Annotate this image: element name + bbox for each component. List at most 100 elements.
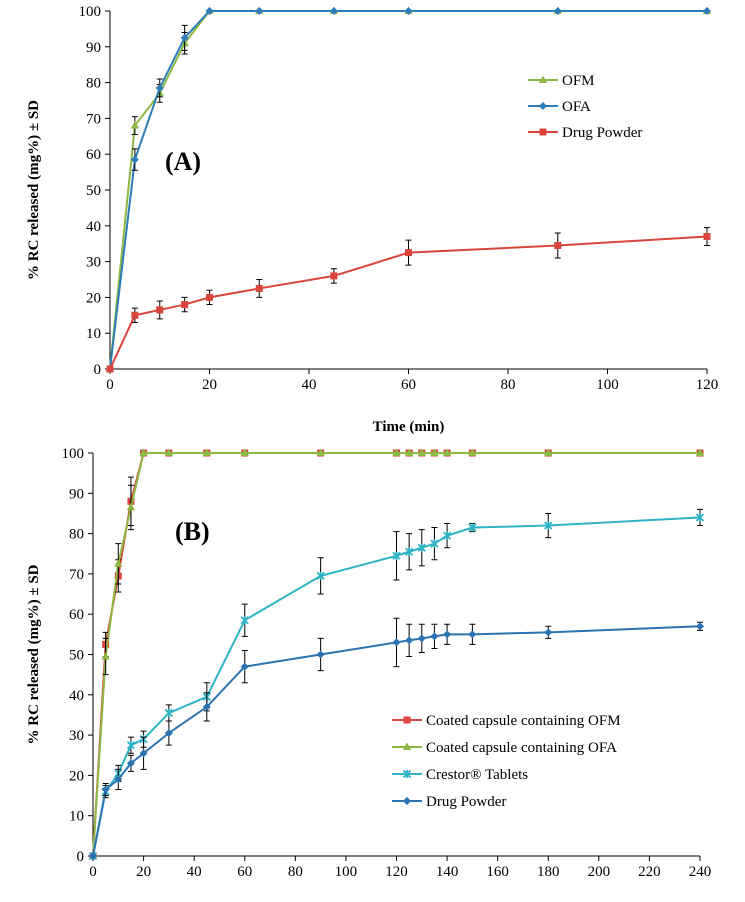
panel-b-chart: 0 10 20 30 40 50 60 70 80 90 100 0 20 40 60 80 100 120 140… [26, 446, 711, 880]
x-axis-title: Time (min) [373, 419, 445, 435]
x-tick-label: 20 [136, 864, 151, 880]
marker-triangle [695, 448, 705, 456]
y-axis-title: % RC released (mg%) ± SD [26, 564, 42, 744]
marker-triangle [392, 448, 401, 456]
x-tick-label: 200 [588, 864, 611, 880]
marker-diamond [544, 628, 553, 637]
legend-label: Drug Powder [562, 125, 642, 141]
x-tick-label: 160 [486, 864, 509, 880]
y-tick-label: 90 [86, 40, 101, 56]
marker-star [240, 616, 249, 625]
y-tick-label: 40 [69, 688, 84, 704]
marker-diamond [164, 729, 173, 738]
marker-diamond [696, 622, 704, 631]
y-tick-label: 50 [86, 183, 101, 199]
y-tick-label: 100 [79, 4, 102, 20]
x-tick-label: 100 [335, 864, 358, 880]
marker-diamond [539, 102, 547, 110]
panel-label: (A) [165, 147, 201, 176]
marker-diamond [316, 650, 325, 659]
marker-star [430, 539, 439, 548]
series-line [109, 235, 708, 370]
marker-diamond [89, 852, 97, 860]
x-tick-label: 140 [436, 864, 459, 880]
marker-star [164, 708, 174, 718]
marker-square [106, 365, 114, 373]
marker-diamond [404, 7, 413, 15]
marker-diamond [430, 632, 439, 641]
marker-diamond [403, 797, 411, 805]
marker-triangle [139, 448, 148, 456]
marker-triangle [430, 448, 439, 456]
marker-star [468, 523, 477, 532]
x-tick-label: 100 [596, 377, 619, 393]
marker-diamond [180, 33, 189, 42]
marker-diamond [443, 630, 452, 639]
x-tick-label: 80 [501, 377, 516, 393]
y-tick-label: 60 [86, 147, 101, 163]
legend-label: Coated capsule containing OFA [426, 740, 617, 756]
marker-triangle [404, 448, 414, 456]
marker-triangle [417, 448, 426, 456]
marker-diamond [114, 775, 123, 784]
marker-triangle [468, 448, 477, 456]
legend-label: Coated capsule containing OFM [426, 713, 621, 729]
x-tick-label: 240 [689, 864, 712, 880]
y-tick-label: 40 [86, 219, 101, 235]
marker-triangle [402, 742, 412, 750]
y-tick-label: 80 [69, 527, 84, 543]
y-tick-label: 100 [62, 446, 85, 462]
marker-diamond [405, 636, 414, 645]
marker-diamond [703, 7, 711, 15]
x-tick-label: 120 [696, 377, 719, 393]
x-tick-label: 180 [537, 864, 560, 880]
marker-diamond [101, 785, 110, 794]
series-0 [105, 6, 712, 372]
marker-square [703, 233, 711, 241]
marker-square [181, 301, 189, 309]
y-tick-label: 70 [86, 111, 101, 127]
x-tick-label: 220 [638, 864, 661, 880]
marker-star [392, 551, 401, 560]
legend-label: Crestor® Tablets [426, 767, 528, 783]
marker-triangle [114, 559, 123, 567]
marker-diamond [139, 749, 148, 758]
marker-triangle [126, 502, 136, 511]
marker-star [405, 547, 414, 556]
marker-triangle [442, 448, 452, 456]
x-tick-label: 60 [401, 377, 416, 393]
x-tick-label: 120 [385, 864, 408, 880]
series-line [109, 10, 707, 370]
marker-square [554, 241, 562, 249]
y-tick-label: 20 [86, 290, 101, 306]
marker-square [539, 128, 547, 136]
marker-triangle [538, 75, 548, 83]
marker-square [131, 311, 139, 319]
marker-diamond [417, 634, 426, 643]
marker-triangle [544, 448, 553, 456]
series-2 [106, 227, 711, 373]
x-tick-label: 40 [187, 864, 202, 880]
marker-square [206, 293, 213, 301]
y-tick-label: 10 [69, 809, 84, 825]
marker-diamond [392, 638, 401, 647]
x-tick-label: 0 [106, 377, 114, 393]
x-tick-label: 20 [202, 377, 217, 393]
x-tick-label: 0 [89, 864, 97, 880]
y-tick-label: 60 [69, 607, 84, 623]
legend: OFM OFA Drug Powder [528, 73, 642, 141]
series-1 [88, 448, 705, 859]
marker-triangle [130, 121, 140, 129]
panel-a-chart: 0 10 20 30 40 50 60 70 80 90 100 0 20 40 60 80 100 120 Tim… [26, 4, 718, 435]
marker-diamond [329, 7, 338, 15]
y-tick-label: 50 [69, 648, 84, 664]
marker-diamond [240, 662, 249, 671]
legend: Coated capsule containing OFM Coated caps… [392, 713, 621, 810]
marker-triangle [316, 448, 325, 456]
y-tick-label: 90 [69, 486, 84, 502]
marker-diamond [126, 759, 135, 768]
marker-square [403, 716, 411, 724]
y-tick-label: 10 [86, 326, 101, 342]
marker-triangle [202, 448, 212, 456]
